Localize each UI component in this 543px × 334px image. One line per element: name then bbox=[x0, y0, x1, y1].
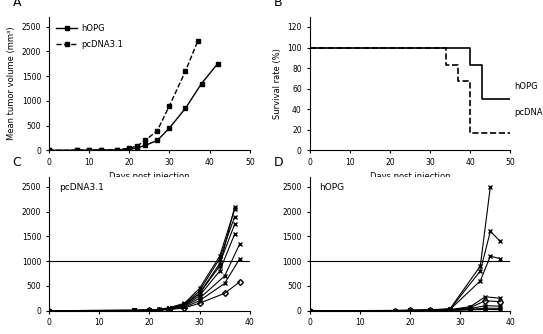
pcDNA3.1 bbox=[114, 148, 121, 152]
hOPG bbox=[154, 138, 161, 142]
Text: pcDNA3: pcDNA3 bbox=[514, 109, 543, 117]
hOPG bbox=[214, 62, 221, 66]
Text: C: C bbox=[12, 156, 22, 169]
pcDNA3.1 bbox=[98, 148, 104, 152]
pcDNA3.1 bbox=[166, 104, 173, 108]
pcDNA3.1 bbox=[126, 146, 132, 150]
hOPG bbox=[46, 148, 52, 152]
hOPG bbox=[134, 146, 141, 150]
Legend: hOPG, pcDNA3.1: hOPG, pcDNA3.1 bbox=[53, 21, 127, 52]
hOPG bbox=[142, 143, 149, 147]
Y-axis label: Survival rate (%): Survival rate (%) bbox=[273, 48, 282, 119]
Text: hOPG: hOPG bbox=[514, 82, 538, 91]
pcDNA3.1 bbox=[142, 138, 149, 142]
hOPG bbox=[114, 148, 121, 152]
hOPG bbox=[198, 81, 205, 86]
pcDNA3.1 bbox=[134, 144, 141, 148]
Line: pcDNA3.1: pcDNA3.1 bbox=[47, 40, 199, 152]
pcDNA3.1 bbox=[182, 69, 189, 73]
hOPG bbox=[98, 148, 104, 152]
Text: B: B bbox=[273, 0, 282, 9]
hOPG bbox=[182, 106, 189, 110]
pcDNA3.1 bbox=[154, 129, 161, 133]
pcDNA3.1 bbox=[194, 39, 201, 43]
pcDNA3.1 bbox=[46, 148, 52, 152]
Y-axis label: Mean tumor volume (mm³): Mean tumor volume (mm³) bbox=[7, 27, 16, 140]
X-axis label: Days post injection: Days post injection bbox=[109, 172, 190, 181]
Text: A: A bbox=[12, 0, 21, 9]
X-axis label: Days post injection: Days post injection bbox=[370, 172, 450, 181]
hOPG bbox=[126, 147, 132, 151]
hOPG bbox=[86, 148, 92, 152]
Text: pcDNA3.1: pcDNA3.1 bbox=[59, 183, 104, 192]
Text: hOPG: hOPG bbox=[319, 183, 345, 192]
hOPG bbox=[74, 148, 80, 152]
Line: hOPG: hOPG bbox=[47, 62, 219, 152]
pcDNA3.1 bbox=[74, 148, 80, 152]
Text: D: D bbox=[273, 156, 283, 169]
hOPG bbox=[166, 126, 173, 130]
pcDNA3.1 bbox=[86, 148, 92, 152]
